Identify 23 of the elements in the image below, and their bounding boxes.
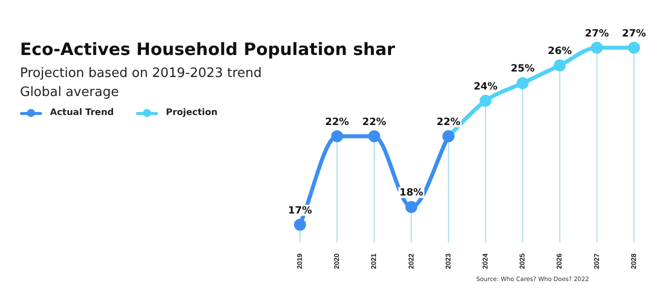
- point: [294, 218, 306, 231]
- data-label: 22%: [436, 116, 460, 128]
- point: [590, 42, 603, 54]
- data-label: 22%: [325, 116, 350, 128]
- data-label: 24%: [474, 81, 498, 92]
- point: [516, 77, 529, 90]
- legend-label: Actual Trend: [50, 108, 114, 118]
- chart-title: Eco-Actives Household Population shar: [20, 40, 396, 60]
- point: [405, 201, 418, 214]
- point: [331, 130, 344, 142]
- point: [628, 42, 640, 54]
- point: [554, 59, 566, 72]
- data-label: 25%: [510, 64, 535, 75]
- data-label: 22%: [362, 116, 386, 128]
- data-label: 17%: [288, 205, 312, 216]
- point: [480, 94, 492, 107]
- legend-label: Projection: [166, 108, 218, 118]
- data-label: 27%: [584, 28, 609, 40]
- data-label: 18%: [399, 188, 424, 199]
- data-label: 27%: [622, 28, 646, 40]
- data-label: 26%: [548, 46, 572, 57]
- point: [368, 130, 380, 142]
- text: Projection based on 2019-2023 trend Global average: [20, 65, 262, 102]
